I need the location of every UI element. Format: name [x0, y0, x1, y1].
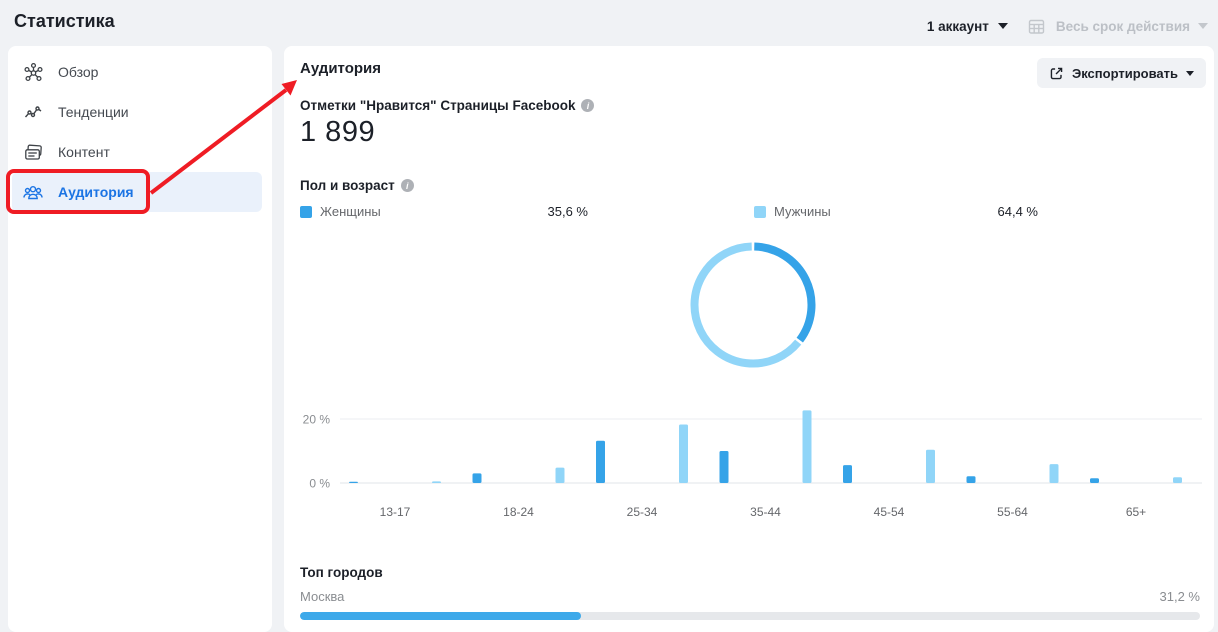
- svg-text:25-34: 25-34: [627, 505, 658, 519]
- city-progress-track: [300, 612, 1200, 620]
- sidebar-item-label: Обзор: [58, 64, 99, 80]
- page-title: Статистика: [14, 11, 115, 31]
- header-controls: 1 аккаунт Весь срок действия: [927, 15, 1208, 37]
- panel-title: Аудитория: [300, 60, 381, 77]
- svg-text:45-54: 45-54: [874, 505, 905, 519]
- chevron-down-icon: [1186, 70, 1194, 76]
- export-button-label: Экспортировать: [1071, 65, 1178, 81]
- legend-chip-women: [300, 205, 312, 218]
- svg-text:18-24: 18-24: [503, 505, 534, 519]
- legend-percent: 35,6 %: [547, 204, 588, 219]
- sidebar-item-audience[interactable]: Аудитория: [12, 172, 262, 212]
- city-percent: 31,2 %: [1159, 589, 1200, 604]
- legend-label: Женщины: [320, 204, 381, 219]
- sidebar-item-label: Аудитория: [58, 184, 134, 200]
- content-icon: [22, 141, 44, 163]
- svg-text:20 %: 20 %: [303, 413, 331, 427]
- legend-item-men: Мужчины 64,4 %: [754, 204, 1038, 219]
- city-name: Москва: [300, 589, 345, 604]
- export-icon: [1049, 66, 1064, 81]
- export-button[interactable]: Экспортировать: [1036, 58, 1206, 88]
- svg-text:13-17: 13-17: [380, 505, 411, 519]
- audience-panel: Аудитория Экспортировать Отметки "Нравит…: [284, 46, 1214, 632]
- date-range-selector[interactable]: Весь срок действия: [1026, 15, 1208, 37]
- city-row: Москва 31,2 %: [300, 589, 1200, 604]
- legend-label: Мужчины: [774, 204, 831, 219]
- city-progress-fill: [300, 612, 581, 620]
- legend-item-women: Женщины 35,6 %: [300, 204, 588, 219]
- legend-percent: 64,4 %: [997, 204, 1038, 219]
- page-likes-metric-value: 1 899: [300, 116, 376, 148]
- trends-icon: [22, 101, 44, 123]
- age-bar-chart: 20 % 0 % 13-17 18-24 25-34 35-44 45-54 55-64 65+: [303, 410, 1202, 519]
- svg-text:0 %: 0 %: [309, 477, 330, 491]
- svg-text:65+: 65+: [1126, 505, 1146, 519]
- account-selector-label: 1 аккаунт: [926, 18, 989, 34]
- info-icon[interactable]: i: [581, 99, 595, 112]
- svg-text:55-64: 55-64: [997, 505, 1028, 519]
- sidebar-item-label: Тенденции: [58, 104, 129, 120]
- sidebar-item-trends[interactable]: Тенденции: [12, 92, 262, 132]
- chevron-down-icon: [997, 23, 1008, 29]
- top-cities-title: Топ городов: [300, 565, 383, 580]
- legend-chip-men: [754, 205, 766, 218]
- sidebar-item-overview[interactable]: Обзор: [12, 52, 262, 92]
- page-likes-metric-label: Отметки "Нравится" Страницы Facebook i: [300, 98, 595, 113]
- account-selector[interactable]: 1 аккаунт: [927, 19, 1008, 34]
- gender-donut-chart: [690, 242, 816, 368]
- sidebar-item-label: Контент: [58, 144, 110, 160]
- svg-text:35-44: 35-44: [750, 505, 781, 519]
- audience-icon: [22, 181, 44, 203]
- date-range-label: Весь срок действия: [1055, 18, 1190, 34]
- sidebar-item-content[interactable]: Контент: [12, 132, 262, 172]
- calendar-icon: [1026, 15, 1048, 37]
- overview-icon: [22, 61, 44, 83]
- gender-age-section-title: Пол и возраст i: [300, 178, 414, 193]
- insights-sidebar: Обзор Тенденции Контент: [8, 46, 272, 632]
- chevron-down-icon: [1198, 23, 1208, 29]
- info-icon[interactable]: i: [400, 179, 414, 192]
